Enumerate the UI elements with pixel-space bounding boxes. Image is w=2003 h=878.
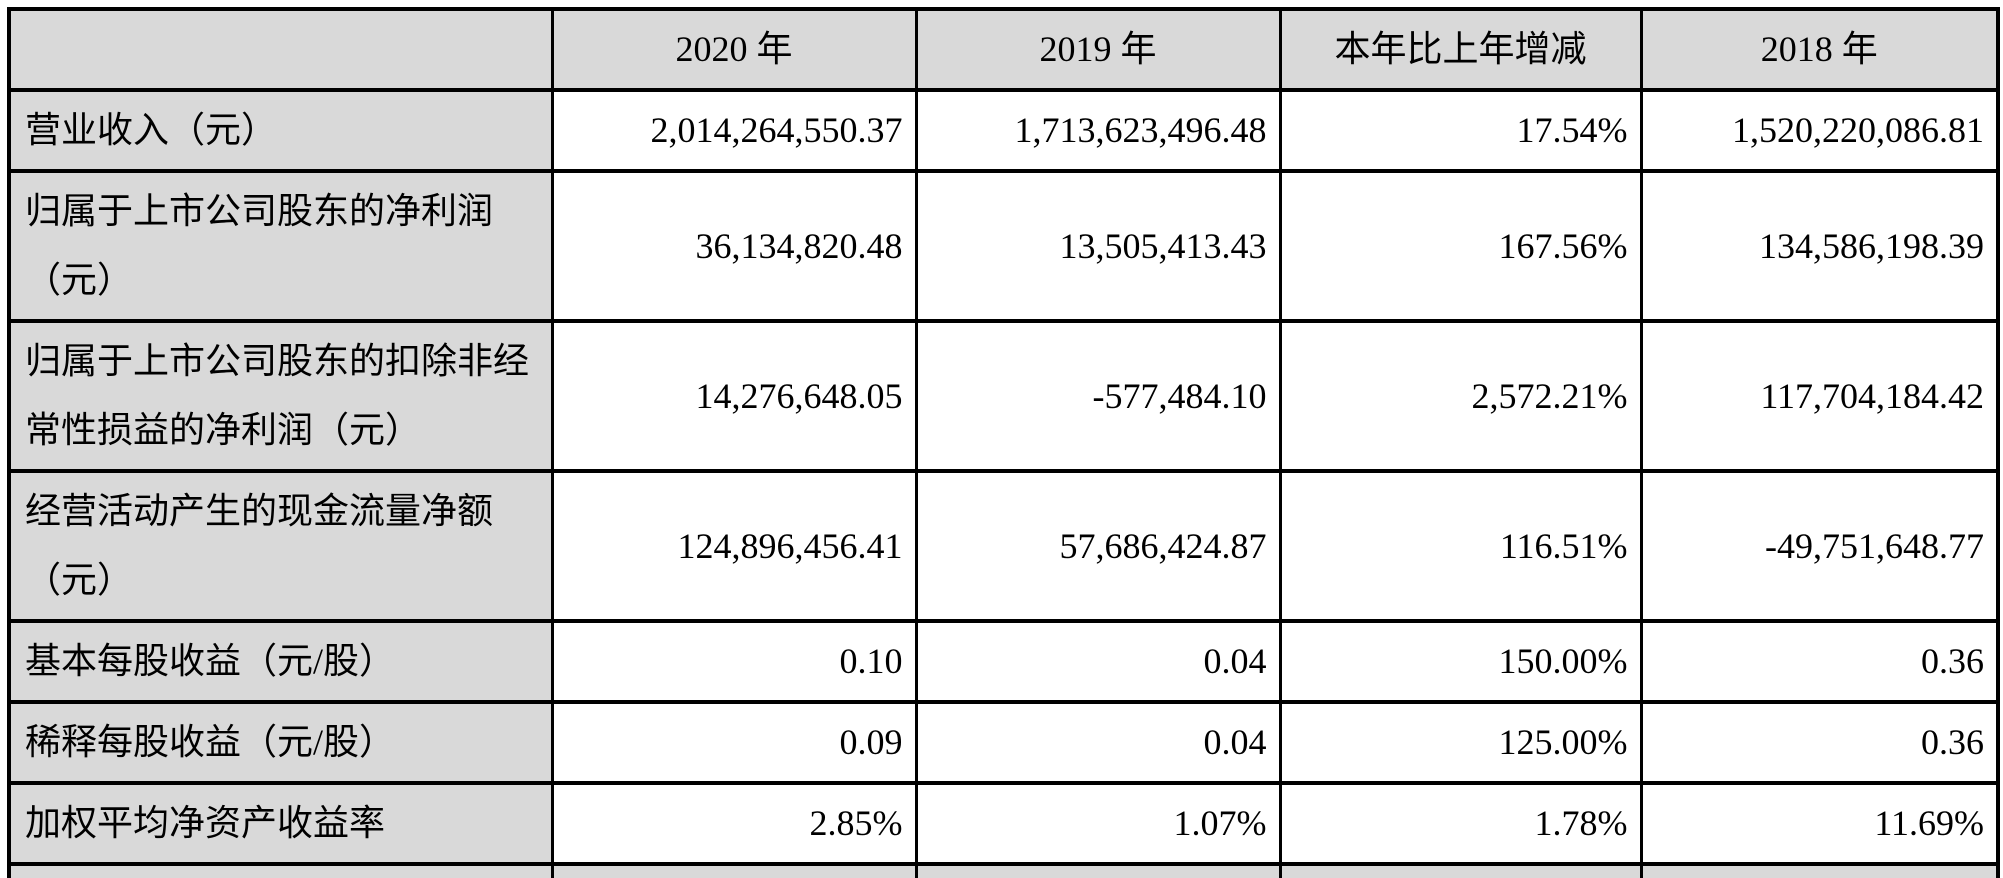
cell-value-2019	[914, 862, 1282, 878]
header-cell-2018: 2018 年	[1639, 7, 2000, 92]
table-row-operating-revenue: 营业收入（元） 2,014,264,550.37 1,713,623,496.4…	[7, 88, 2000, 173]
cell-value-yoy: 1.78%	[1278, 781, 1643, 866]
cell-value-2019: 13,505,413.43	[914, 169, 1282, 323]
cell-value-yoy: 125.00%	[1278, 700, 1643, 785]
cell-value-2018: -49,751,648.77	[1639, 469, 2000, 623]
cell-value-2020: 2.85%	[550, 781, 918, 866]
financial-summary-table: 2020 年 2019 年 本年比上年增减 2018 年 营业收入（元） 2,0…	[7, 7, 2000, 878]
table-row-diluted-eps: 稀释每股收益（元/股） 0.09 0.04 125.00% 0.36	[7, 700, 2000, 785]
cell-value-yoy: 2,572.21%	[1278, 319, 1643, 473]
table-row-basic-eps: 基本每股收益（元/股） 0.10 0.04 150.00% 0.36	[7, 619, 2000, 704]
cell-value-2018: 1,520,220,086.81	[1639, 88, 2000, 173]
cell-value-2019: 1,713,623,496.48	[914, 88, 1282, 173]
cell-value-2020: 36,134,820.48	[550, 169, 918, 323]
cell-value-yoy	[1278, 862, 1643, 878]
table-row-weighted-avg-roe: 加权平均净资产收益率 2.85% 1.07% 1.78% 11.69%	[7, 781, 2000, 866]
cell-value-2020: 14,276,648.05	[550, 319, 918, 473]
row-label: 营业收入（元）	[7, 88, 554, 173]
cell-value-2020: 0.09	[550, 700, 918, 785]
cell-value-2020: 0.10	[550, 619, 918, 704]
row-label: 基本每股收益（元/股）	[7, 619, 554, 704]
cell-value-yoy: 167.56%	[1278, 169, 1643, 323]
cell-value-2019: 0.04	[914, 700, 1282, 785]
header-cell-2019: 2019 年	[914, 7, 1282, 92]
row-label: 加权平均净资产收益率	[7, 781, 554, 866]
cell-value-2018: 0.36	[1639, 619, 2000, 704]
cell-value-2018: 0.36	[1639, 700, 2000, 785]
cell-value-2020: 2,014,264,550.37	[550, 88, 918, 173]
cell-value-2019: 57,686,424.87	[914, 469, 1282, 623]
row-label	[7, 862, 554, 878]
header-cell-metric	[7, 7, 554, 92]
row-label: 稀释每股收益（元/股）	[7, 700, 554, 785]
cell-value-2020: 124,896,456.41	[550, 469, 918, 623]
cell-value-2019: -577,484.10	[914, 319, 1282, 473]
cell-value-yoy: 150.00%	[1278, 619, 1643, 704]
cell-value-yoy: 17.54%	[1278, 88, 1643, 173]
cell-value-2019: 1.07%	[914, 781, 1282, 866]
cell-value-2018	[1639, 862, 2000, 878]
row-label: 归属于上市公司股东的扣除非经 常性损益的净利润（元）	[7, 319, 554, 473]
table-row-net-profit-excl-nonrecurring: 归属于上市公司股东的扣除非经 常性损益的净利润（元） 14,276,648.05…	[7, 319, 2000, 473]
table-row-operating-cash-flow: 经营活动产生的现金流量净额 （元） 124,896,456.41 57,686,…	[7, 469, 2000, 623]
table-row-net-profit: 归属于上市公司股东的净利润 （元） 36,134,820.48 13,505,4…	[7, 169, 2000, 323]
cell-value-2018: 11.69%	[1639, 781, 2000, 866]
table-row-partial-clipped	[7, 862, 2000, 878]
row-label: 经营活动产生的现金流量净额 （元）	[7, 469, 554, 623]
cell-value-2018: 117,704,184.42	[1639, 319, 2000, 473]
cell-value-yoy: 116.51%	[1278, 469, 1643, 623]
cell-value-2018: 134,586,198.39	[1639, 169, 2000, 323]
table-header-row: 2020 年 2019 年 本年比上年增减 2018 年	[7, 7, 2000, 92]
header-cell-yoy-change: 本年比上年增减	[1278, 7, 1643, 92]
row-label: 归属于上市公司股东的净利润 （元）	[7, 169, 554, 323]
header-cell-2020: 2020 年	[550, 7, 918, 92]
cell-value-2019: 0.04	[914, 619, 1282, 704]
cell-value-2020	[550, 862, 918, 878]
